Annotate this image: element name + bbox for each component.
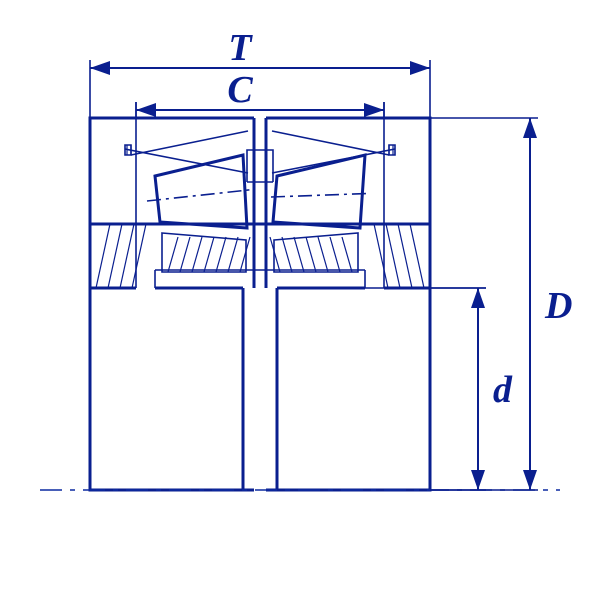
- dim-label-T: T: [228, 27, 253, 69]
- bearing-diagram: TC Dd: [0, 0, 600, 600]
- dim-label-d: d: [493, 369, 513, 411]
- dim-label-D: D: [544, 285, 572, 327]
- dim-label-C: C: [227, 69, 253, 111]
